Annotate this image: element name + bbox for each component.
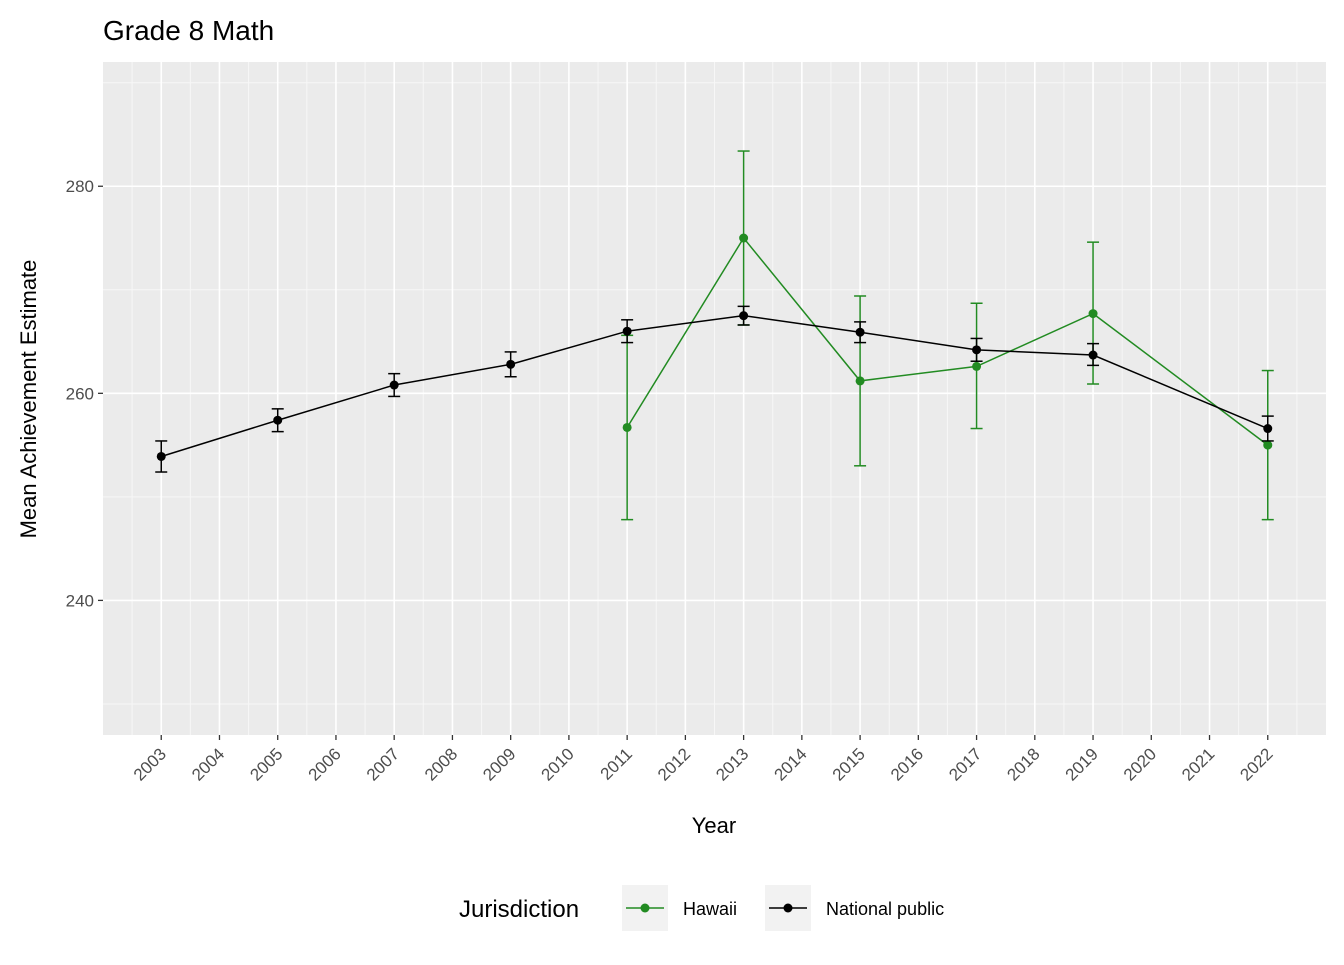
y-axis: 240 260 280 xyxy=(66,177,103,610)
y-tick-label: 240 xyxy=(66,591,94,610)
legend-key-point xyxy=(640,903,650,913)
data-point xyxy=(972,361,982,371)
data-point xyxy=(273,415,283,425)
legend-title: Jurisdiction xyxy=(459,896,579,923)
series-layer xyxy=(155,150,1274,521)
data-point xyxy=(622,422,632,432)
data-point xyxy=(1088,309,1098,319)
legend: Jurisdiction Hawaii National public xyxy=(459,885,944,931)
data-point xyxy=(855,327,865,337)
y-axis-title: Mean Achievement Estimate xyxy=(16,260,41,539)
chart-title: Grade 8 Math xyxy=(103,15,274,46)
series-line xyxy=(626,236,1269,446)
legend-label: National public xyxy=(826,899,944,919)
data-point xyxy=(972,345,982,355)
data-point xyxy=(1263,424,1273,434)
data-point xyxy=(389,380,399,390)
data-point xyxy=(1263,440,1273,450)
y-tick-label: 280 xyxy=(66,177,94,196)
series-national-public xyxy=(155,305,1274,473)
data-point xyxy=(506,359,516,369)
data-point xyxy=(739,233,749,243)
data-point xyxy=(739,311,749,321)
legend-item-national-public: National public xyxy=(765,885,944,931)
grid xyxy=(103,62,1326,735)
y-tick-label: 260 xyxy=(66,384,94,403)
data-point xyxy=(156,451,166,461)
legend-items: Hawaii National public xyxy=(622,885,944,931)
legend-key-point xyxy=(783,903,793,913)
data-point xyxy=(1088,350,1098,360)
legend-label: Hawaii xyxy=(683,899,737,919)
data-point xyxy=(622,326,632,336)
series-line xyxy=(161,314,1269,458)
x-axis-title: Year xyxy=(692,813,736,838)
legend-item-hawaii: Hawaii xyxy=(622,885,737,931)
data-point xyxy=(855,376,865,386)
